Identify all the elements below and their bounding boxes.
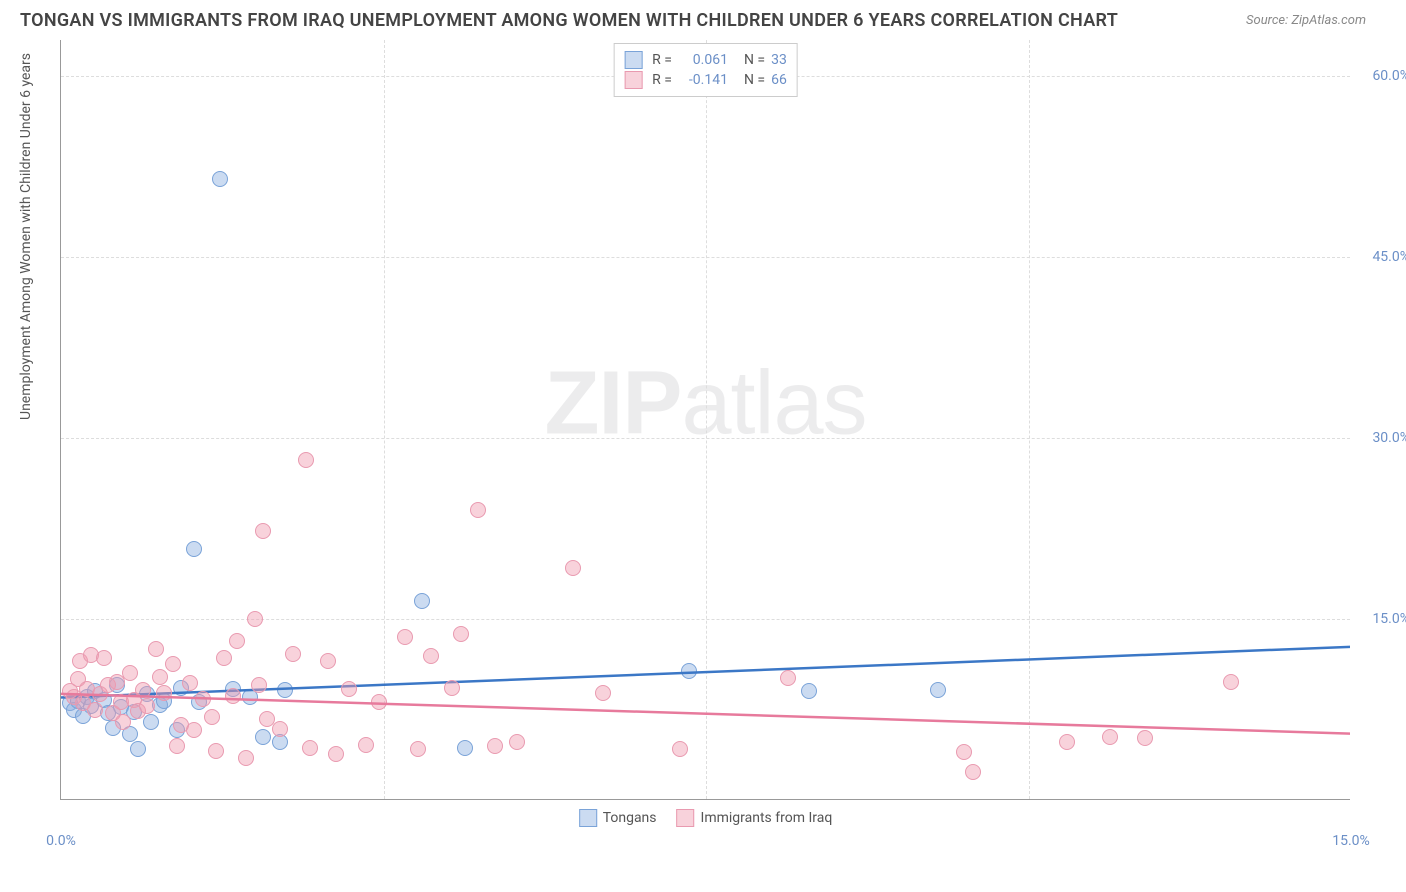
scatter-point [341, 681, 357, 697]
legend-row-series-1: R = -0.141 N = 66 [624, 70, 787, 90]
legend-n-label: N = [744, 52, 765, 68]
scatter-point [371, 694, 387, 710]
scatter-point [1059, 734, 1075, 750]
scatter-point [165, 656, 181, 672]
scatter-point [122, 665, 138, 681]
scatter-point [470, 502, 486, 518]
scatter-point [487, 738, 503, 754]
legend-n-label: N = [744, 72, 765, 88]
legend-swatch-series-1 [624, 71, 642, 89]
scatter-point [397, 629, 413, 645]
legend-r-label: R = [652, 52, 672, 68]
scatter-point [1137, 730, 1153, 746]
legend-label-series-1: Immigrants from Iraq [701, 810, 833, 826]
scatter-point [1223, 674, 1239, 690]
plot-area: ZIPatlas R = 0.061 N = 33 R = -0.141 N =… [60, 40, 1350, 800]
scatter-point [328, 746, 344, 762]
scatter-point [115, 714, 131, 730]
source-label: Source: [1246, 13, 1291, 28]
scatter-point [186, 541, 202, 557]
legend-r-value-0: 0.061 [678, 52, 728, 68]
scatter-point [255, 523, 271, 539]
x-tick-label: 0.0% [46, 833, 76, 849]
scatter-point [453, 626, 469, 642]
legend-n-value-0: 33 [771, 52, 787, 68]
scatter-point [251, 677, 267, 693]
scatter-point [277, 682, 293, 698]
scatter-point [139, 698, 155, 714]
scatter-point [410, 741, 426, 757]
legend-swatch-series-1 [677, 809, 695, 827]
scatter-point [423, 648, 439, 664]
legend-series-names: Tongans Immigrants from Iraq [579, 809, 833, 827]
legend-swatch-series-0 [579, 809, 597, 827]
scatter-point [358, 737, 374, 753]
scatter-point [595, 685, 611, 701]
scatter-point [135, 682, 151, 698]
scatter-point [414, 593, 430, 609]
scatter-point [320, 653, 336, 669]
legend-r-value-1: -0.141 [678, 72, 728, 88]
legend-n-value-1: 66 [771, 72, 787, 88]
scatter-point [780, 670, 796, 686]
source-attribution: Source: ZipAtlas.com [1246, 13, 1366, 28]
scatter-point [182, 675, 198, 691]
legend-swatch-series-0 [624, 51, 642, 69]
scatter-point [681, 663, 697, 679]
scatter-point [930, 682, 946, 698]
scatter-point [285, 646, 301, 662]
scatter-point [565, 560, 581, 576]
legend-r-label: R = [652, 72, 672, 88]
scatter-point [956, 744, 972, 760]
scatter-point [169, 738, 185, 754]
gridline-vertical [706, 40, 707, 799]
scatter-point [1102, 729, 1118, 745]
legend-item-series-1: Immigrants from Iraq [677, 809, 833, 827]
y-tick-label: 15.0% [1372, 611, 1406, 627]
scatter-point [229, 633, 245, 649]
chart-container: TONGAN VS IMMIGRANTS FROM IRAQ UNEMPLOYM… [0, 0, 1406, 892]
scatter-point [302, 740, 318, 756]
y-axis-label: Unemployment Among Women with Children U… [18, 53, 34, 420]
title-bar: TONGAN VS IMMIGRANTS FROM IRAQ UNEMPLOYM… [0, 0, 1406, 31]
scatter-point [457, 740, 473, 756]
scatter-point [208, 743, 224, 759]
legend-item-series-0: Tongans [579, 809, 657, 827]
scatter-point [444, 680, 460, 696]
legend-row-series-0: R = 0.061 N = 33 [624, 50, 787, 70]
scatter-point [225, 688, 241, 704]
chart-title: TONGAN VS IMMIGRANTS FROM IRAQ UNEMPLOYM… [20, 10, 1118, 31]
scatter-point [212, 171, 228, 187]
scatter-point [130, 741, 146, 757]
scatter-point [255, 729, 271, 745]
scatter-point [672, 741, 688, 757]
scatter-point [509, 734, 525, 750]
scatter-point [238, 750, 254, 766]
scatter-point [195, 691, 211, 707]
scatter-point [152, 669, 168, 685]
gridline-vertical [1029, 40, 1030, 799]
scatter-point [247, 611, 263, 627]
scatter-point [272, 721, 288, 737]
scatter-point [965, 764, 981, 780]
scatter-point [156, 685, 172, 701]
legend-label-series-0: Tongans [603, 810, 657, 826]
scatter-point [148, 641, 164, 657]
scatter-point [801, 683, 817, 699]
scatter-point [204, 709, 220, 725]
source-value: ZipAtlas.com [1291, 13, 1366, 28]
scatter-point [87, 702, 103, 718]
scatter-point [186, 722, 202, 738]
x-tick-label: 15.0% [1332, 833, 1370, 849]
y-tick-label: 60.0% [1372, 68, 1406, 84]
scatter-point [96, 650, 112, 666]
gridline-vertical [384, 40, 385, 799]
scatter-point [143, 714, 159, 730]
scatter-point [298, 452, 314, 468]
y-tick-label: 30.0% [1372, 430, 1406, 446]
y-tick-label: 45.0% [1372, 249, 1406, 265]
legend-stats: R = 0.061 N = 33 R = -0.141 N = 66 [613, 43, 798, 97]
scatter-point [216, 650, 232, 666]
